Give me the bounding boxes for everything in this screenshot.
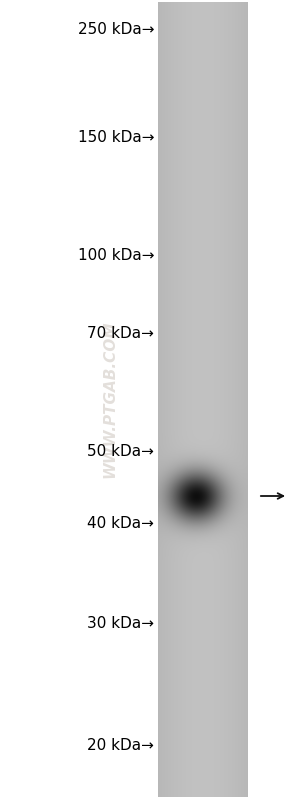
Text: 250 kDa→: 250 kDa→ xyxy=(77,22,154,38)
Text: 30 kDa→: 30 kDa→ xyxy=(87,615,154,630)
Text: 40 kDa→: 40 kDa→ xyxy=(87,515,154,531)
Text: 50 kDa→: 50 kDa→ xyxy=(87,444,154,459)
Text: WWW.PTGAB.COM: WWW.PTGAB.COM xyxy=(102,320,117,479)
Text: 150 kDa→: 150 kDa→ xyxy=(77,130,154,145)
Text: 20 kDa→: 20 kDa→ xyxy=(87,737,154,753)
Text: 100 kDa→: 100 kDa→ xyxy=(77,248,154,263)
Text: 70 kDa→: 70 kDa→ xyxy=(87,325,154,340)
